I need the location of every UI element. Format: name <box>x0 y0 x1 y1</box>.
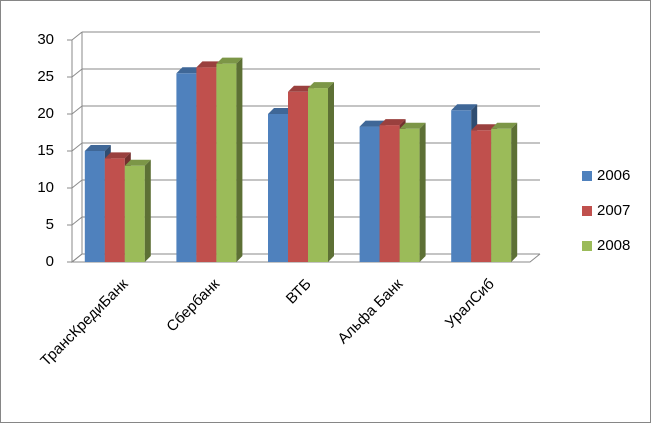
grid-connector <box>71 253 83 263</box>
bar-top <box>124 159 151 166</box>
legend-label: 2006 <box>597 167 630 184</box>
bar <box>399 128 420 262</box>
legend-label: 2008 <box>597 237 630 254</box>
grid-connector <box>71 68 83 78</box>
bar-top <box>359 120 386 127</box>
grid-connector <box>71 105 83 115</box>
y-tick-label: 15 <box>37 142 54 159</box>
grid-connector <box>71 216 83 226</box>
y-tick-label: 30 <box>37 31 54 48</box>
bar-top <box>308 82 334 89</box>
bar-side <box>328 82 334 262</box>
bar <box>451 110 472 262</box>
legend-swatch <box>582 171 592 181</box>
y-tick-label: 5 <box>46 216 54 233</box>
bar-top <box>288 85 314 92</box>
bar-top <box>104 152 131 159</box>
bar <box>124 165 145 262</box>
bar <box>308 88 328 262</box>
legend-swatch <box>582 206 592 216</box>
bar-side <box>419 122 426 262</box>
bar-top <box>451 104 478 111</box>
legend-label: 2007 <box>597 202 630 219</box>
grid-connector <box>71 142 83 152</box>
bar <box>471 130 492 262</box>
bar <box>268 114 288 262</box>
grid-connector <box>71 179 83 189</box>
bar <box>196 67 217 262</box>
bar <box>379 125 400 262</box>
legend-swatch <box>582 241 592 251</box>
bar-side <box>511 122 518 262</box>
bar-top <box>471 124 498 131</box>
bar-top <box>491 122 518 129</box>
bar-top <box>84 145 111 151</box>
bar <box>104 158 125 262</box>
bar-side <box>144 159 151 262</box>
grid-connector <box>71 31 83 41</box>
bar <box>288 91 308 262</box>
bar <box>491 128 512 262</box>
bar <box>359 126 380 262</box>
bar <box>176 73 197 262</box>
bar <box>216 63 237 263</box>
bar-top <box>379 119 406 126</box>
bar-top <box>176 67 203 74</box>
y-tick-label: 25 <box>37 68 54 85</box>
bar <box>84 151 105 262</box>
bar-top <box>268 108 294 114</box>
y-tick-label: 10 <box>37 179 54 196</box>
y-tick-label: 0 <box>46 253 54 270</box>
bar-top <box>399 122 426 129</box>
bar-top <box>196 61 223 68</box>
y-tick-label: 20 <box>37 105 54 122</box>
bar-side <box>236 57 243 263</box>
bar-top <box>216 57 243 64</box>
